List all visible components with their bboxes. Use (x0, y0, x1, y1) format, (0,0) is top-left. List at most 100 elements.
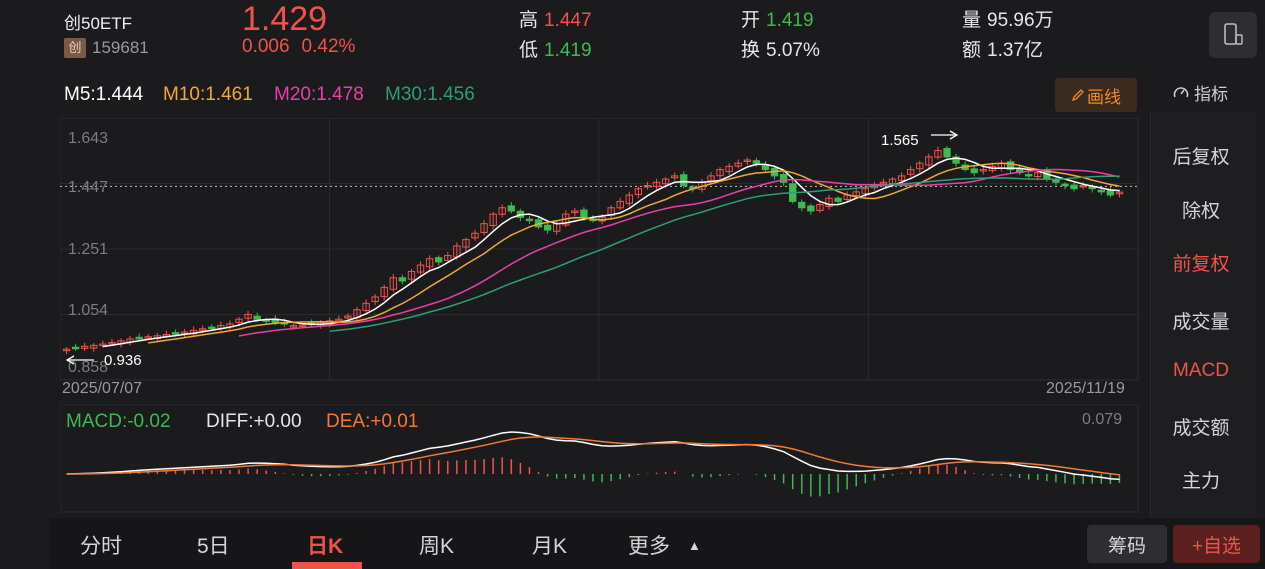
candle (1025, 173, 1033, 177)
y-tick-label: 1.643 (68, 130, 108, 147)
tab-more[interactable]: 更多 ▲ (628, 530, 701, 560)
candle (625, 194, 633, 204)
candle (498, 207, 506, 215)
candle (943, 148, 951, 158)
ma5-label: M5:1.444 (64, 84, 144, 105)
candle (1097, 189, 1105, 193)
side-item-forward-adjusted[interactable]: 前复权 (1172, 254, 1230, 275)
side-item-ex-rights[interactable]: 除权 (1181, 201, 1220, 222)
candle (462, 239, 470, 248)
active-tab-indicator (292, 562, 362, 569)
candle (907, 169, 915, 175)
candle (171, 332, 180, 335)
candle (90, 344, 98, 349)
candle (979, 169, 987, 172)
candle (444, 255, 452, 261)
candle (816, 204, 824, 211)
max-arrow-icon (931, 130, 959, 140)
indicator-label: 指标 (1194, 85, 1228, 104)
open-field: 开 1.419 (741, 5, 814, 32)
candle (643, 184, 652, 188)
candle (1006, 161, 1015, 171)
volume-value: 95.96万 (987, 10, 1054, 31)
candle (743, 159, 751, 162)
tab-intraday[interactable]: 分时 (80, 535, 122, 558)
volume-label: 量 (962, 10, 982, 31)
ma10-line (148, 162, 1120, 344)
candle (244, 313, 252, 319)
side-item-volume[interactable]: 成交量 (1172, 312, 1230, 333)
diff-value-label: DIFF:+0.00 (206, 411, 302, 432)
macd-frame (60, 404, 1139, 513)
candle (71, 346, 80, 350)
candle (1106, 190, 1115, 196)
last-price: 1.429 (242, 0, 328, 38)
candle (616, 200, 624, 209)
candle (888, 178, 897, 185)
candle (1115, 191, 1124, 195)
chip-distribution-button[interactable]: 筹码 (1087, 525, 1167, 563)
candle (779, 174, 788, 183)
price-change: 0.006 (242, 36, 290, 57)
candle (852, 191, 860, 196)
turnover-field: 换 5.07% (741, 35, 820, 62)
indicator-button[interactable]: 指标 (1172, 80, 1228, 105)
price-change-row: 0.006 0.42% (242, 36, 367, 58)
candle (807, 205, 815, 212)
high-field: 高 1.447 (519, 5, 592, 32)
candle (661, 178, 670, 185)
candle (81, 345, 89, 349)
high-label: 高 (519, 10, 539, 31)
candle (798, 201, 806, 209)
landscape-toggle-button[interactable] (1209, 12, 1257, 58)
add-watchlist-button[interactable]: +自选 (1173, 525, 1260, 563)
min-price-label: 0.936 (104, 352, 142, 369)
tab-5day[interactable]: 5日 (197, 535, 230, 558)
candle (1070, 184, 1078, 190)
etf-name: 创50ETF (64, 14, 133, 33)
candle (916, 162, 924, 170)
side-item-macd[interactable]: MACD (1173, 360, 1229, 381)
candle (525, 218, 534, 222)
side-item-turnover-amount[interactable]: 成交额 (1172, 418, 1230, 439)
ma30-label: M30:1.456 (385, 84, 475, 105)
candle (289, 325, 298, 328)
kline-chart[interactable]: 1.643 1.447 1.251 1.054 0.858 2025/07/07… (60, 118, 1140, 400)
candle (861, 188, 869, 195)
etf-code-row: 创 159681 (64, 38, 149, 58)
y-tick-label: 1.447 (68, 179, 108, 196)
candle (671, 175, 679, 179)
candle (571, 210, 579, 214)
macd-chart[interactable]: MACD:-0.02 DIFF:+0.00 DEA:+0.01 0.079 (60, 404, 1140, 516)
candle (834, 197, 842, 202)
tab-weekly-k[interactable]: 周K (419, 535, 455, 558)
macd-max-label: 0.079 (1082, 411, 1122, 428)
dea-line (66, 436, 1120, 476)
candle (416, 264, 425, 273)
y-tick-label: 0.858 (68, 359, 108, 376)
draw-line-label: 画线 (1087, 87, 1121, 107)
candle (825, 197, 833, 207)
candle (398, 277, 407, 282)
macd-value-label: MACD:-0.02 (66, 411, 171, 432)
draw-line-button[interactable]: 画线 (1055, 78, 1137, 112)
candle (471, 232, 479, 239)
caret-up-icon: ▲ (688, 538, 701, 553)
start-date-label: 2025/07/07 (62, 380, 142, 397)
y-tick-label: 1.251 (68, 241, 108, 258)
price-change-pct: 0.42% (301, 36, 356, 57)
tab-monthly-k[interactable]: 月K (532, 535, 568, 558)
candle (752, 160, 761, 164)
candle (934, 149, 942, 158)
side-item-main-force[interactable]: 主力 (1181, 471, 1220, 492)
candle (362, 302, 370, 311)
side-item-back-adjusted[interactable]: 后复权 (1172, 147, 1230, 168)
etf-code: 159681 (92, 38, 149, 57)
candle (480, 223, 488, 234)
open-value: 1.419 (766, 10, 814, 31)
candle (425, 258, 434, 268)
amount-field: 额 1.37亿 (962, 35, 1043, 62)
candle (298, 324, 307, 327)
min-arrow-icon (65, 355, 94, 365)
tab-daily-k[interactable]: 日K (307, 535, 344, 558)
